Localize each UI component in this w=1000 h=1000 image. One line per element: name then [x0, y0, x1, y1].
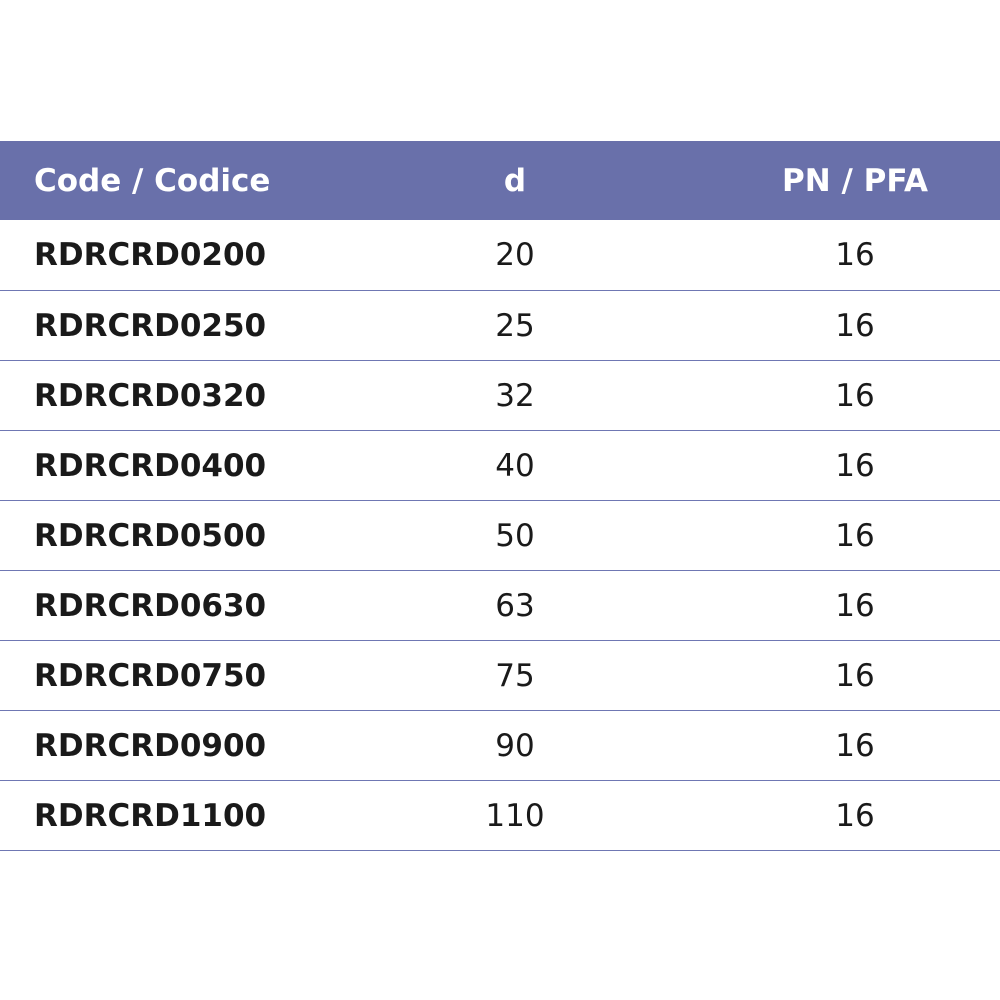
row-code: RDRCRD0500 [34, 517, 267, 554]
header-d: d [503, 162, 527, 199]
table-row: RDRCRD0900 90 16 [0, 711, 1000, 781]
table-row: RDRCRD0500 50 16 [0, 501, 1000, 571]
header-code: Code / Codice [34, 162, 271, 199]
table-row: RDRCRD0750 75 16 [0, 641, 1000, 711]
row-code: RDRCRD0200 [34, 237, 267, 273]
row-pn: 16 [835, 727, 875, 764]
row-d: 63 [495, 587, 535, 624]
row-code: RDRCRD0900 [34, 727, 267, 764]
row-d: 90 [495, 727, 535, 764]
row-code: RDRCRD0630 [34, 587, 267, 624]
row-code: RDRCRD0400 [34, 447, 267, 484]
row-d: 110 [485, 797, 545, 834]
row-code: RDRCRD0320 [34, 377, 267, 414]
table-row: RDRCRD1100 110 16 [0, 781, 1000, 851]
table-header: Code / Codice d PN / PFA [0, 141, 1000, 220]
row-pn: 16 [835, 447, 875, 484]
row-d: 40 [495, 447, 535, 484]
header-pn: PN / PFA [782, 162, 928, 199]
table-row: RDRCRD0630 63 16 [0, 571, 1000, 641]
row-d: 20 [495, 237, 535, 273]
table-row: RDRCRD0320 32 16 [0, 361, 1000, 431]
table-row: RDRCRD0200 20 16 [0, 220, 1000, 291]
product-table: Code / Codice d PN / PFA RDRCRD0200 20 1… [0, 141, 1000, 851]
table-row: RDRCRD0250 25 16 [0, 291, 1000, 361]
row-pn: 16 [835, 587, 875, 624]
row-pn: 16 [835, 517, 875, 554]
row-d: 50 [495, 517, 535, 554]
row-pn: 16 [835, 237, 875, 273]
row-d: 75 [495, 657, 535, 694]
row-pn: 16 [835, 657, 875, 694]
row-code: RDRCRD1100 [34, 797, 267, 834]
row-pn: 16 [835, 797, 875, 834]
row-pn: 16 [835, 307, 875, 344]
row-pn: 16 [835, 377, 875, 414]
row-code: RDRCRD0750 [34, 657, 267, 694]
row-code: RDRCRD0250 [34, 307, 267, 344]
row-d: 25 [495, 307, 535, 344]
row-d: 32 [495, 377, 535, 414]
table-row: RDRCRD0400 40 16 [0, 431, 1000, 501]
